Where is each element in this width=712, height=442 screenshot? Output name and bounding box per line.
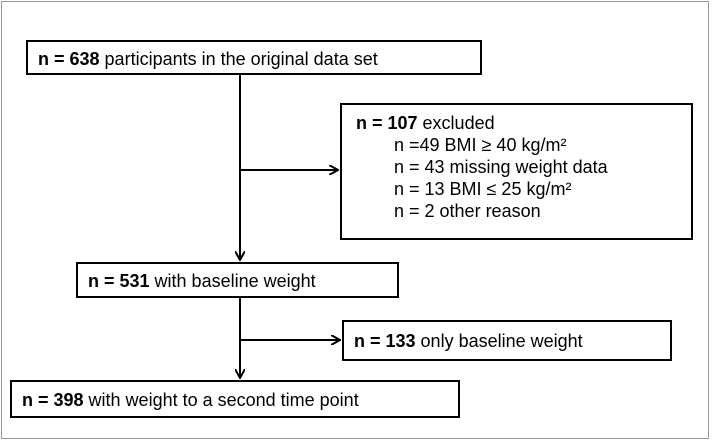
count-only-baseline: n = 133 (354, 331, 416, 351)
box-baseline-weight: n = 531 with baseline weight (76, 262, 399, 298)
label-excluded: excluded (417, 113, 495, 133)
exclusion-reason: n =49 BMI ≥ 40 kg/m² (394, 135, 567, 155)
count-second: n = 398 (22, 390, 84, 410)
label-second: with weight to a second time point (83, 390, 359, 410)
exclusion-reason: n = 13 BMI ≤ 25 kg/m² (394, 179, 572, 199)
box-original-participants: n = 638 participants in the original dat… (26, 40, 482, 75)
count-excluded: n = 107 (356, 113, 418, 133)
label-baseline: with baseline weight (149, 271, 316, 291)
label-original: participants in the original data set (99, 49, 378, 69)
exclusion-reason: n = 2 other reason (394, 201, 541, 221)
box-second-time-point: n = 398 with weight to a second time poi… (10, 380, 460, 418)
label-only-baseline: only baseline weight (415, 331, 583, 351)
exclusion-reason: n = 43 missing weight data (394, 157, 608, 177)
count-original: n = 638 (38, 49, 100, 69)
count-baseline: n = 531 (88, 271, 150, 291)
box-only-baseline: n = 133 only baseline weight (342, 320, 672, 361)
box-excluded: n = 107 excluded n =49 BMI ≥ 40 kg/m² n … (340, 103, 693, 240)
